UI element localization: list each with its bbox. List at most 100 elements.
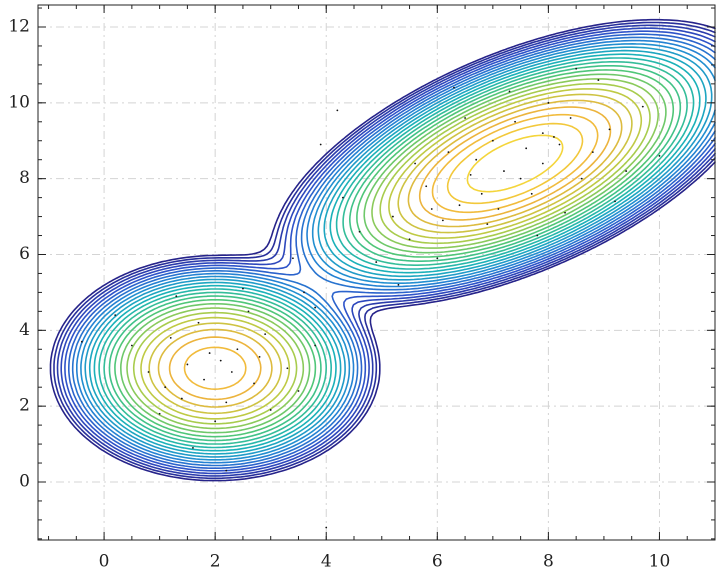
- scatter-point: [186, 363, 189, 366]
- scatter-point: [425, 185, 428, 188]
- scatter-point: [158, 412, 161, 415]
- contour-line: [60, 27, 716, 475]
- scatter-point: [336, 109, 339, 112]
- scatter-point: [597, 79, 600, 81]
- contour-line: [132, 82, 651, 425]
- scatter-point: [541, 132, 544, 135]
- scatter-point: [436, 257, 439, 260]
- x-tick-label: 8: [543, 552, 554, 572]
- scatter-point: [408, 238, 411, 241]
- contours: [49, 18, 716, 482]
- contour-line: [84, 46, 713, 458]
- scatter-point: [164, 386, 167, 389]
- scatter-point: [447, 151, 450, 154]
- scatter-point: [375, 261, 378, 263]
- y-tick-label: 4: [19, 320, 30, 340]
- contour-line: [183, 113, 599, 390]
- contour-line: [108, 65, 682, 442]
- scatter-point: [175, 295, 178, 298]
- scatter-point: [458, 204, 461, 207]
- scatter-point: [486, 223, 489, 226]
- y-tick-label: 10: [8, 92, 30, 112]
- contour-line: [168, 106, 612, 401]
- scatter-point: [292, 257, 294, 260]
- x-tick-label: 2: [210, 552, 221, 572]
- scatter-point: [480, 192, 483, 195]
- scatter-point: [441, 219, 444, 222]
- scatter-point: [397, 283, 400, 286]
- x-tick-label: 6: [432, 552, 443, 572]
- scatter-point: [614, 200, 616, 203]
- scatter-point: [475, 158, 478, 161]
- y-tick-label: 2: [19, 396, 30, 416]
- scatter-point: [230, 371, 233, 373]
- scatter-point: [197, 321, 200, 324]
- contour-line: [140, 88, 643, 420]
- scatter-point: [247, 310, 250, 313]
- scatter-point: [303, 291, 305, 294]
- scatter-point: [519, 177, 522, 180]
- contour-line: [49, 18, 716, 482]
- scatter-point: [558, 143, 561, 146]
- scatter-point: [192, 446, 194, 449]
- scatter-point: [286, 367, 289, 370]
- x-tick-label: 0: [99, 552, 110, 572]
- scatter-point: [503, 170, 505, 172]
- scatter-point: [258, 355, 261, 358]
- scatter-point: [253, 382, 255, 385]
- scatter-point: [564, 211, 566, 214]
- contour-line: [114, 69, 675, 438]
- y-tick-label: 8: [19, 168, 30, 188]
- scatter-point: [658, 155, 661, 157]
- contour-line: [68, 33, 716, 469]
- scatter-point: [575, 67, 578, 70]
- scatter-point: [114, 314, 117, 317]
- scatter-point: [314, 344, 317, 347]
- scatter-point: [242, 287, 244, 290]
- scatter-point: [319, 143, 322, 146]
- scatter-point: [225, 401, 228, 404]
- scatter-point: [341, 196, 344, 199]
- y-tick-label: 6: [19, 244, 30, 264]
- scatter-point: [264, 333, 267, 336]
- scatter-point: [80, 340, 83, 343]
- scatter-point: [297, 390, 300, 392]
- scatter-point: [547, 101, 550, 104]
- contour-line: [103, 61, 688, 445]
- scatter-point: [414, 162, 416, 165]
- scatter-point: [608, 128, 611, 131]
- scatter-point: [219, 359, 222, 362]
- scatter-point: [314, 306, 317, 309]
- contour-line: [56, 24, 716, 477]
- scatter-point: [530, 192, 533, 195]
- contour-line: [126, 78, 659, 430]
- y-tick-label: 0: [19, 471, 30, 491]
- contour-line: [88, 49, 707, 455]
- scatter-point: [508, 90, 511, 93]
- scatter-point: [553, 136, 555, 138]
- scatter-point: [180, 397, 183, 400]
- contour-line: [53, 21, 716, 480]
- scatter-point: [147, 371, 150, 373]
- plot-frame: [37, 4, 716, 541]
- scatter-point: [430, 208, 433, 210]
- scatter-point: [325, 526, 328, 529]
- contour-line: [120, 73, 667, 434]
- scatter-point: [569, 117, 572, 119]
- scatter-point: [358, 230, 361, 233]
- scatter-point: [525, 147, 528, 150]
- y-tick-label: 12: [8, 16, 30, 36]
- scatter-point: [536, 234, 539, 237]
- scatter-point: [641, 105, 644, 108]
- contour-line: [446, 122, 584, 205]
- scatter-point: [214, 420, 217, 423]
- contour-line: [93, 53, 701, 452]
- scatter-point: [514, 120, 516, 123]
- scatter-point: [236, 348, 239, 351]
- contour-line: [64, 30, 716, 472]
- contour-line: [466, 134, 564, 193]
- scatter-point: [453, 86, 455, 89]
- scatter-point: [269, 409, 272, 411]
